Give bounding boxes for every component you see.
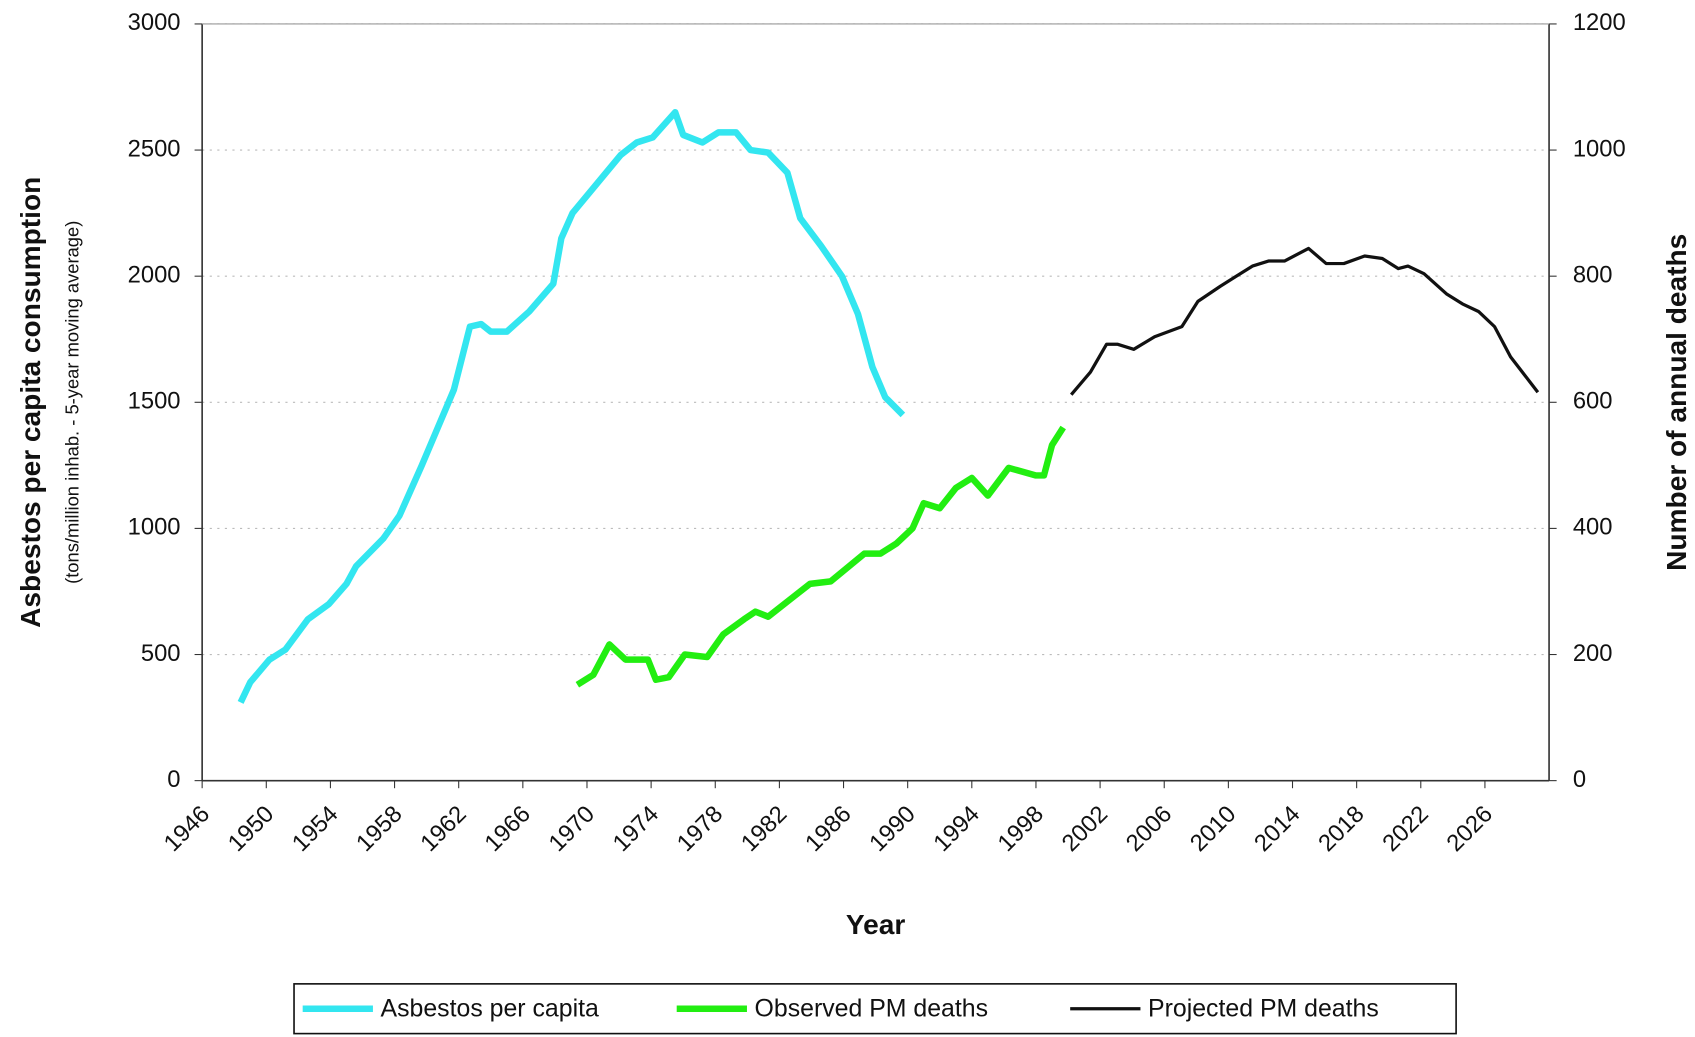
- y-tick-label: 3000: [128, 9, 181, 36]
- y2-tick-label: 400: [1573, 514, 1613, 541]
- y-tick-label: 500: [141, 640, 181, 667]
- x-axis-title: Year: [846, 909, 905, 940]
- y2-tick-label: 200: [1573, 640, 1613, 667]
- x-tick-label: 2014: [1249, 801, 1305, 857]
- y-axis-subtitle: (tons/million inhab. - 5-year moving ave…: [61, 221, 82, 584]
- y-axis-title: Asbestos per capita consumption: [15, 177, 46, 628]
- x-tick-label: 2026: [1441, 801, 1497, 857]
- y2-tick-label: 1000: [1573, 135, 1626, 162]
- legend-label: Asbestos per capita: [381, 994, 600, 1022]
- x-tick-label: 1994: [928, 801, 984, 857]
- y2-tick-label: 800: [1573, 261, 1613, 288]
- x-tick-label: 1970: [544, 801, 600, 857]
- y2-tick-label: 1200: [1573, 9, 1626, 36]
- y2-tick-label: 600: [1573, 388, 1613, 415]
- x-tick-label: 1966: [479, 801, 535, 857]
- x-tick-label: 2018: [1313, 801, 1369, 857]
- x-tick-label: 2002: [1057, 801, 1113, 857]
- x-tick-label: 2022: [1377, 801, 1433, 857]
- x-tick-label: 1978: [672, 801, 728, 857]
- x-tick-label: 1998: [992, 801, 1048, 857]
- x-tick-label: 1954: [287, 801, 343, 857]
- legend-label: Observed PM deaths: [755, 994, 989, 1022]
- x-tick-label: 1958: [351, 801, 407, 857]
- x-tick-label: 1974: [608, 801, 664, 857]
- x-tick-label: 1986: [800, 801, 856, 857]
- legend-box: [293, 983, 1457, 1035]
- y2-tick-label: 0: [1573, 766, 1586, 793]
- x-tick-label: 1950: [223, 801, 279, 857]
- series-line: [575, 425, 1066, 688]
- x-tick-label: 2010: [1185, 801, 1241, 857]
- y-tick-label: 1000: [128, 514, 181, 541]
- series-line: [1069, 246, 1540, 396]
- x-tick-label: 1962: [415, 801, 471, 857]
- x-tick-label: 2006: [1121, 801, 1177, 857]
- y-tick-label: 2000: [128, 261, 181, 288]
- legend-label: Projected PM deaths: [1148, 994, 1379, 1022]
- series-line: [237, 108, 906, 704]
- x-tick-label: 1990: [864, 801, 920, 857]
- y-tick-label: 0: [167, 766, 180, 793]
- y2-axis-title: Number of annual deaths: [1661, 234, 1692, 571]
- y-tick-label: 1500: [128, 388, 181, 415]
- y-tick-label: 2500: [128, 135, 181, 162]
- x-tick-label: 1982: [736, 801, 792, 857]
- x-tick-label: 1946: [159, 801, 215, 857]
